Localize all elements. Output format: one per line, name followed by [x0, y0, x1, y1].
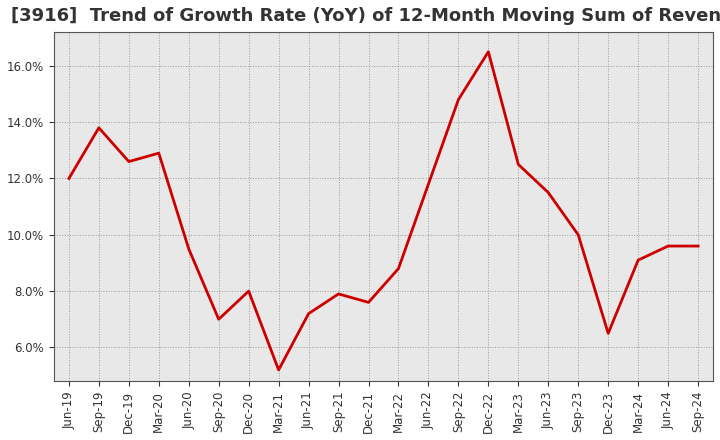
Title: [3916]  Trend of Growth Rate (YoY) of 12-Month Moving Sum of Revenues: [3916] Trend of Growth Rate (YoY) of 12-…	[11, 7, 720, 25]
